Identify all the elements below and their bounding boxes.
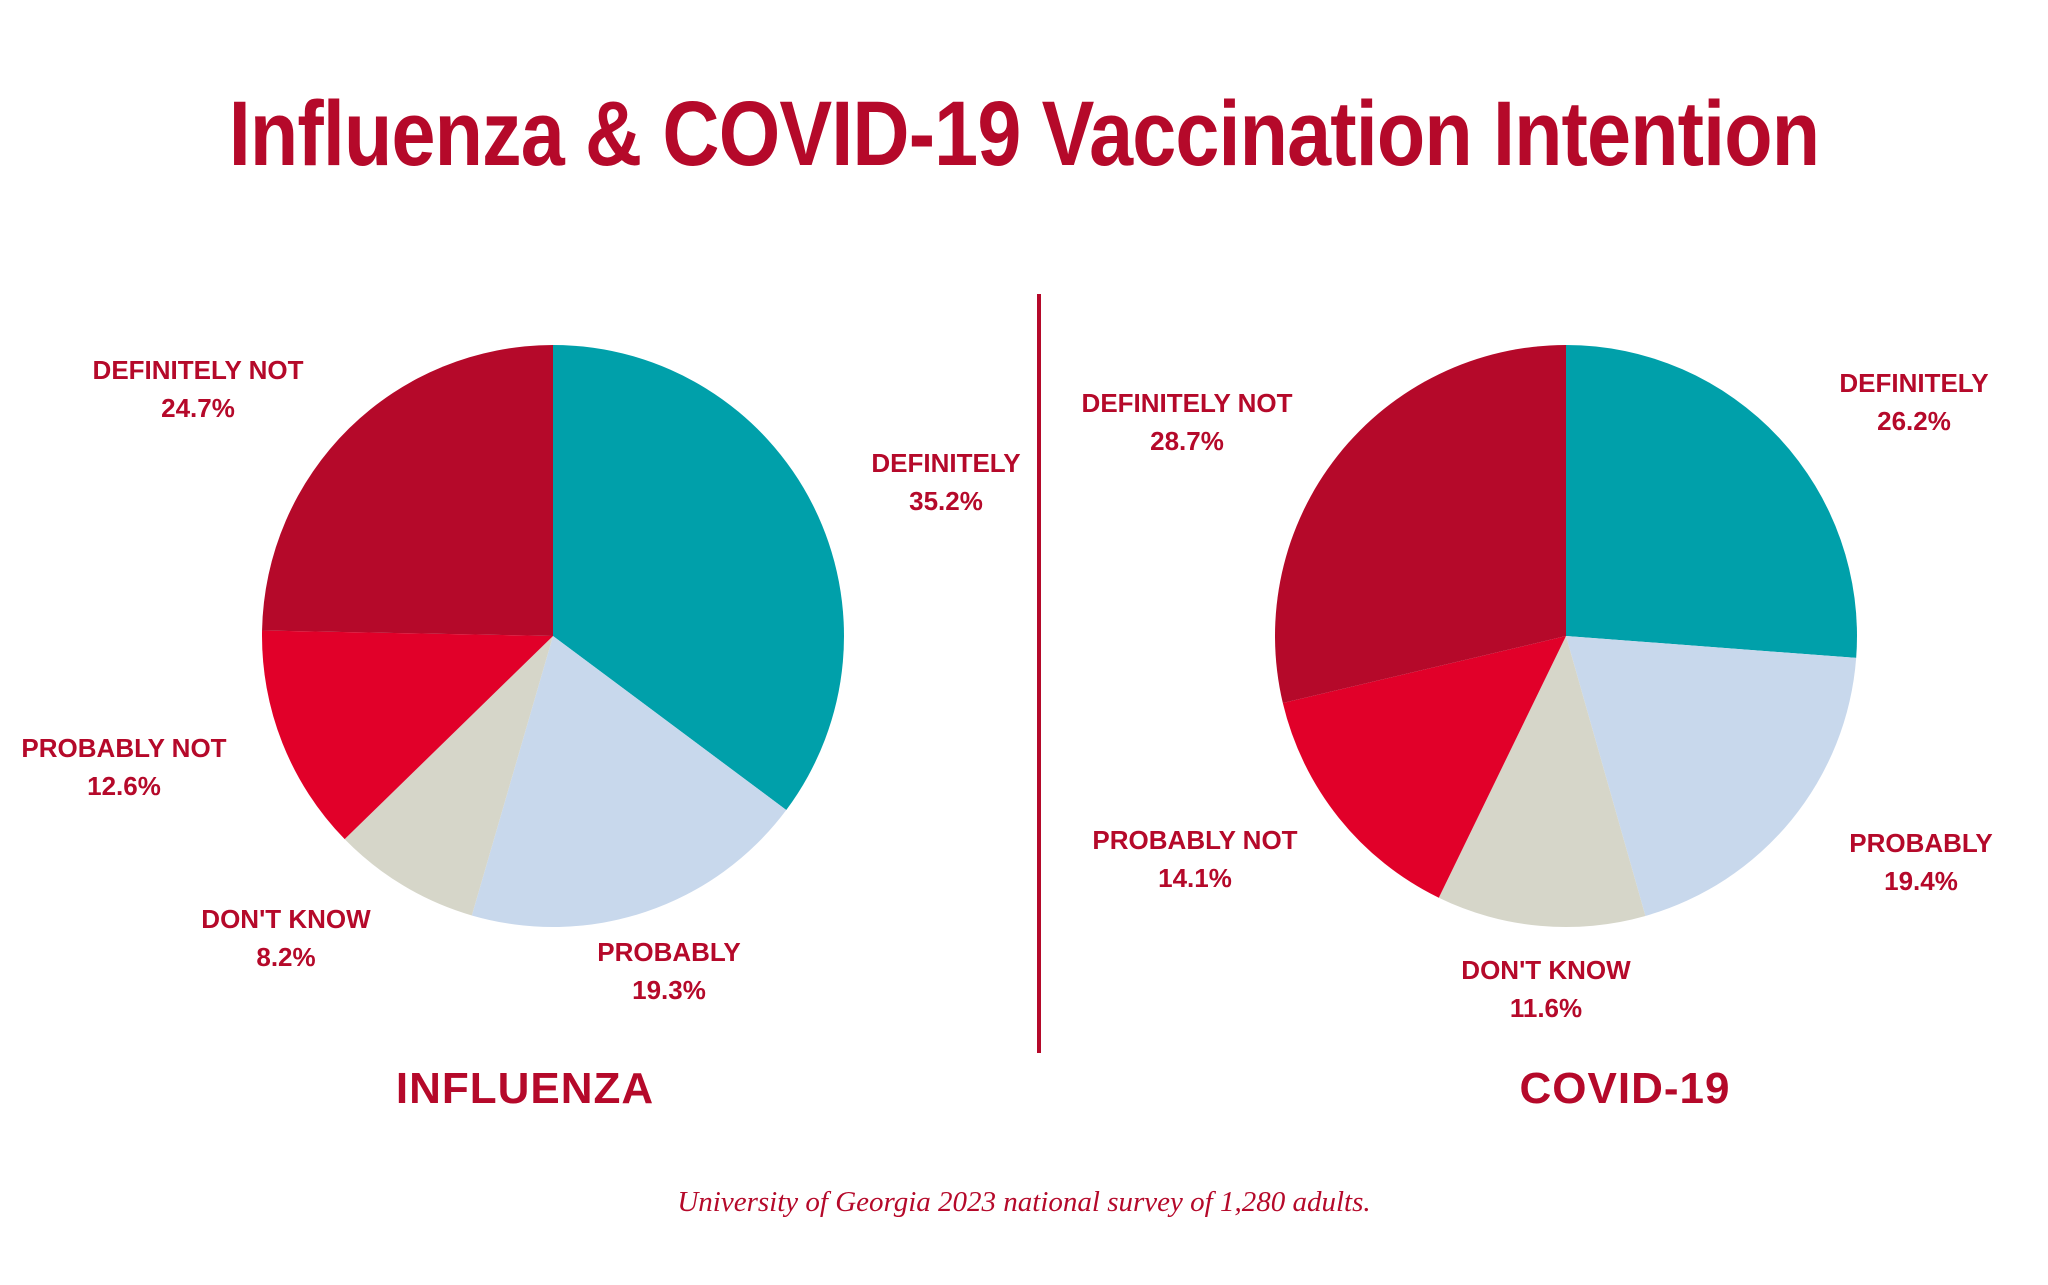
influenza-slice-definitely: [553, 345, 845, 810]
slice-value: 19.3%: [632, 975, 706, 1005]
slice-category: PROBABLY: [597, 937, 741, 967]
slice-value: 26.2%: [1877, 406, 1951, 436]
slice-value: 24.7%: [161, 393, 235, 423]
slice-value: 11.6%: [1509, 993, 1583, 1023]
influenza-slice-probably-not: [262, 630, 553, 840]
slice-category: DEFINITELY NOT: [92, 355, 304, 385]
influenza-chart-title: INFLUENZA: [395, 1064, 655, 1113]
influenza-slice-definitely-not: [262, 345, 553, 636]
covid-label-probably-not: PROBABLY NOT 14.1%: [1092, 821, 1297, 897]
slice-category: PROBABLY NOT: [21, 733, 227, 763]
covid-label-probably: PROBABLY 19.4%: [1849, 824, 1993, 900]
influenza-label-definitely-not: DEFINITELY NOT 24.7%: [93, 351, 304, 427]
slice-category: DEFINITELY: [1839, 368, 1989, 398]
influenza-label-probably-not: PROBABLY NOT 12.6%: [21, 729, 226, 805]
covid-slice-definitely-not: [1275, 345, 1566, 704]
influenza-pie-chart: [262, 345, 845, 927]
slice-category: DEFINITELY: [871, 448, 1021, 478]
page-title: Influenza & COVID-19 Vaccination Intenti…: [228, 83, 1820, 185]
covid-pie-chart: [1275, 345, 1857, 927]
slice-category: PROBABLY: [1849, 828, 1993, 858]
covid-chart-title: COVID-19: [1519, 1064, 1731, 1113]
covid-slice-dont-know: [1438, 636, 1646, 927]
covid-label-definitely: DEFINITELY 26.2%: [1839, 364, 1988, 440]
slice-value: 35.2%: [909, 486, 983, 516]
slice-category: DON'T KNOW: [1461, 955, 1631, 985]
slice-value: 19.4%: [1884, 866, 1958, 896]
slice-value: 28.7%: [1150, 426, 1224, 456]
slice-category: PROBABLY NOT: [1092, 825, 1298, 855]
chart-divider: [1037, 294, 1041, 1053]
influenza-label-dont-know: DON'T KNOW 8.2%: [201, 900, 370, 976]
covid-slice-definitely: [1566, 345, 1857, 658]
slice-category: DEFINITELY NOT: [1081, 388, 1293, 418]
covid-label-dont-know: DON'T KNOW 11.6%: [1461, 951, 1630, 1027]
source-note: University of Georgia 2023 national surv…: [677, 1186, 1371, 1218]
covid-slice-probably-not: [1282, 636, 1566, 898]
influenza-slice-probably: [471, 636, 787, 927]
slice-category: DON'T KNOW: [201, 904, 371, 934]
slice-value: 14.1%: [1158, 863, 1232, 893]
slice-value: 8.2%: [256, 942, 316, 972]
influenza-slice-dont-know: [344, 636, 553, 916]
covid-slice-probably: [1566, 636, 1857, 916]
influenza-label-definitely: DEFINITELY 35.2%: [871, 444, 1020, 520]
covid-label-definitely-not: DEFINITELY NOT 28.7%: [1082, 384, 1293, 460]
slice-value: 12.6%: [87, 771, 161, 801]
influenza-label-probably: PROBABLY 19.3%: [597, 933, 741, 1009]
